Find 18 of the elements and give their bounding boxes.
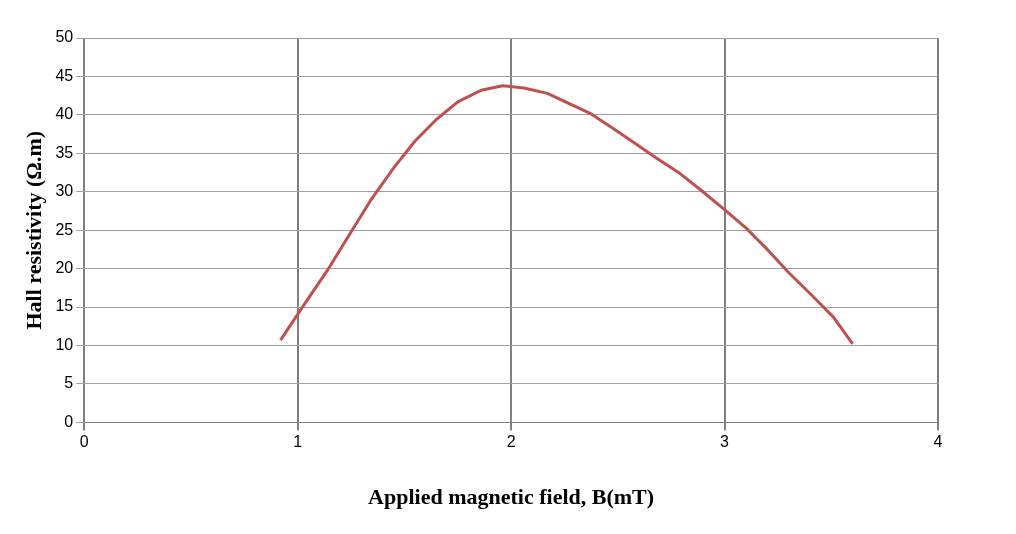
x-tick-label: 3 [720,433,730,451]
x-tick-label: 0 [79,433,89,451]
y-tick-label: 40 [55,105,74,123]
y-tick-label: 5 [64,374,74,392]
y-tick-label: 10 [55,335,74,353]
y-tick-label: 30 [55,182,74,200]
y-axis-title: Hall resistivity (Ω.m) [20,130,46,330]
y-tick-label: 35 [55,143,74,161]
y-tick-label: 15 [55,297,74,315]
x-axis-title: Applied magnetic field, B(mT) [368,484,655,510]
y-tick-label: 20 [55,259,74,277]
x-tick-label: 2 [506,433,516,451]
y-tick-label: 0 [64,412,74,430]
x-tick-label: 4 [933,433,943,451]
y-tick-label: 50 [55,28,74,46]
x-tick-label: 1 [293,433,303,451]
y-tick-label: 25 [55,220,74,238]
y-tick-label: 45 [55,66,74,84]
